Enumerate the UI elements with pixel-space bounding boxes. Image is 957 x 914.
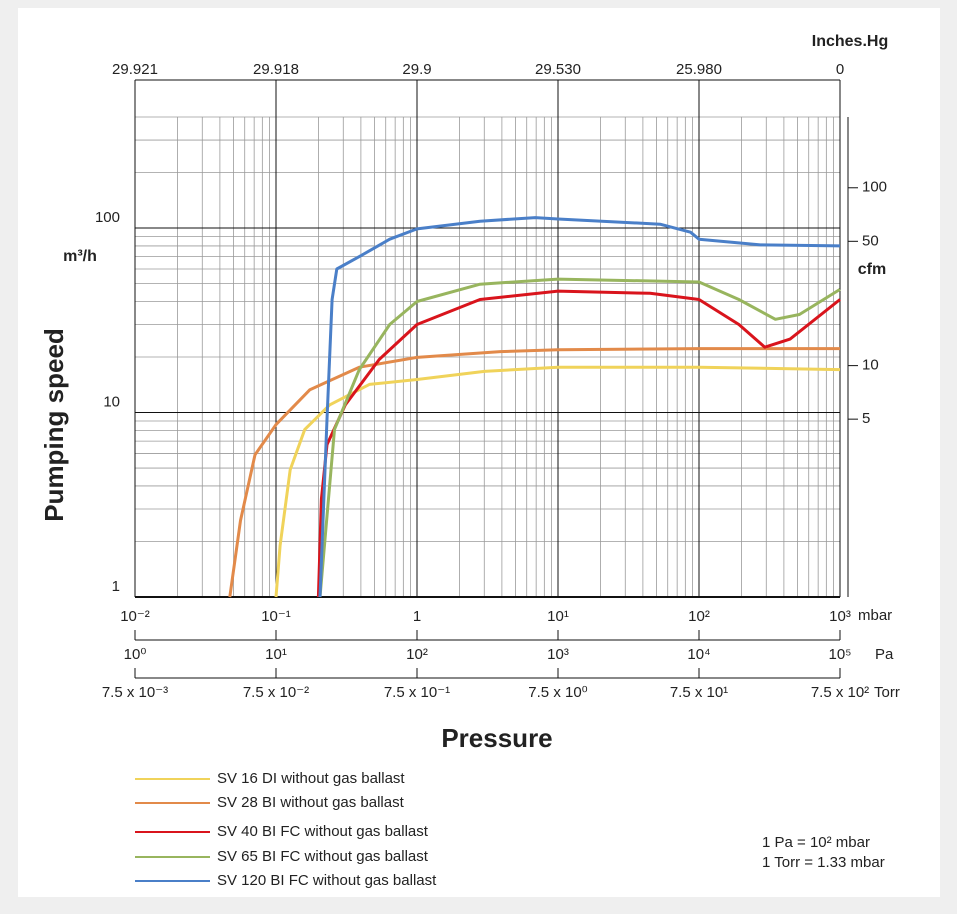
- y2-tick-label: 10: [862, 357, 879, 374]
- axis-tick-label: 10³: [547, 646, 569, 663]
- y-tick-label: 1: [112, 578, 120, 595]
- note: 1 Pa = 10² mbar: [762, 834, 870, 851]
- torr-unit: Torr: [874, 684, 900, 701]
- top-tick-label: 25.980: [676, 61, 722, 78]
- note: 1 Torr = 1.33 mbar: [762, 854, 885, 871]
- legend-label: SV 28 BI without gas ballast: [217, 794, 405, 811]
- y2-tick-label: 100: [862, 179, 887, 196]
- axis-tick-label: 7.5 x 10⁻³: [102, 684, 168, 701]
- y-tick-label: 100: [95, 209, 120, 226]
- top-tick-label: 29.9: [402, 61, 431, 78]
- axis-tick-label: 10¹: [265, 646, 287, 663]
- x-axis-title: Pressure: [441, 723, 552, 753]
- x-tick-label: 10³: [829, 608, 851, 625]
- top-tick-label: 29.918: [253, 61, 299, 78]
- mbar-unit: mbar: [858, 607, 892, 624]
- axis-tick-label: 7.5 x 10²: [811, 684, 869, 701]
- pa-unit: Pa: [875, 646, 894, 663]
- top-axis-title: Inches.Hg: [812, 33, 888, 50]
- axis-tick-label: 10²: [406, 646, 428, 663]
- y-unit: m³/h: [63, 248, 97, 265]
- series-line: [318, 216, 841, 598]
- y2-tick-label: 50: [862, 232, 879, 249]
- axis-tick-label: 10⁴: [687, 646, 710, 663]
- axis-tick-label: 10⁰: [124, 646, 147, 663]
- x-tick-label: 10⁻²: [120, 608, 150, 625]
- y2-tick-label: 5: [862, 410, 870, 427]
- axis-tick-label: 7.5 x 10¹: [670, 684, 728, 701]
- series-line: [316, 289, 841, 598]
- legend-label: SV 16 DI without gas ballast: [217, 770, 405, 787]
- top-tick-label: 0: [836, 61, 844, 78]
- series-line: [318, 277, 841, 598]
- axis-tick-label: 10⁵: [829, 646, 852, 663]
- x-tick-label: 10²: [688, 608, 710, 625]
- x-tick-label: 10⁻¹: [261, 608, 291, 625]
- legend-label: SV 40 BI FC without gas ballast: [217, 823, 429, 840]
- top-tick-label: 29.530: [535, 61, 581, 78]
- y2-unit: cfm: [858, 261, 886, 278]
- axis-tick-label: 7.5 x 10⁻²: [243, 684, 309, 701]
- y-axis-title: Pumping speed: [39, 328, 69, 522]
- axis-tick-label: 7.5 x 10⁰: [528, 684, 587, 701]
- panel: [18, 8, 940, 897]
- legend-label: SV 120 BI FC without gas ballast: [217, 872, 437, 889]
- series-line: [274, 365, 841, 598]
- x-tick-label: 10¹: [547, 608, 569, 625]
- axis-tick-label: 7.5 x 10⁻¹: [384, 684, 450, 701]
- y-tick-label: 10: [103, 393, 120, 410]
- top-tick-label: 29.921: [112, 61, 158, 78]
- legend-label: SV 65 BI FC without gas ballast: [217, 848, 429, 865]
- x-tick-label: 1: [413, 608, 421, 625]
